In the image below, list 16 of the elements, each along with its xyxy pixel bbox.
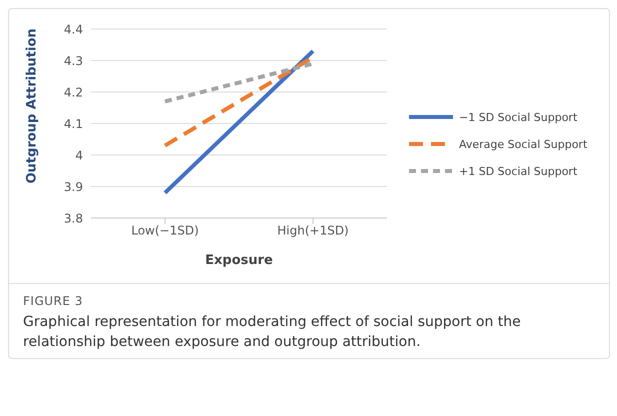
caption: FIGURE 3	[23, 294, 84, 308]
y-tick-label: 3.8	[64, 211, 83, 226]
y-tick-label: 4.1	[64, 116, 83, 131]
x-tick-label: High(+1SD)	[277, 224, 349, 238]
y-tick-label: 3.9	[64, 180, 83, 194]
text: Graphical representation for moderating effect of social support on the relationship between exposure and outgroup attribution.	[23, 313, 522, 352]
x-tick-label: Low(−1SD)	[131, 224, 199, 238]
legend-label: +1 SD Social Support	[459, 164, 578, 178]
legend-label: −1 SD Social Support	[459, 110, 578, 124]
y-tick-label: 4.4	[64, 22, 83, 36]
legend-label: Average Social Support	[459, 138, 588, 150]
y-axis-title: Outgroup Attribution	[24, 28, 40, 184]
y-tick-label: 4.2	[64, 85, 83, 100]
y-tick-label: 4.3	[64, 54, 83, 68]
y-tick-label: 4	[75, 148, 83, 162]
x-axis-title: Exposure	[205, 253, 274, 268]
